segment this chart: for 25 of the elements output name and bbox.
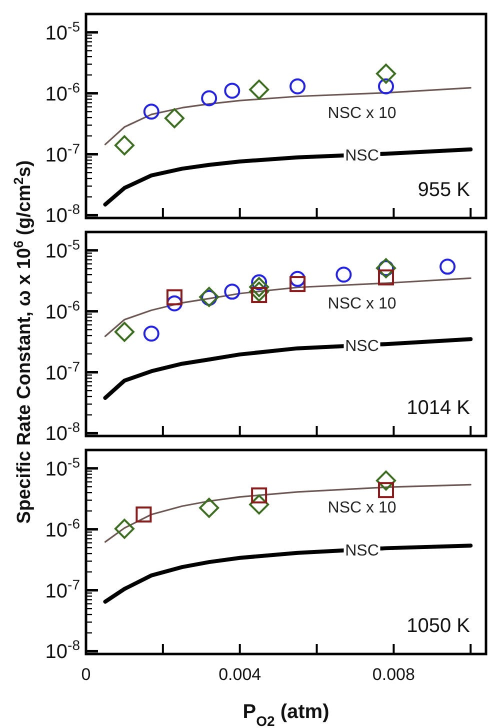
y-tick-label: 10$^{-6}$ bbox=[45, 297, 80, 324]
annotation: 1014 K bbox=[406, 397, 471, 419]
annotation: 1050 K bbox=[406, 615, 471, 637]
y-tick-label: 10$^{-6}$ bbox=[45, 79, 80, 106]
series-label: NSC bbox=[345, 148, 379, 165]
y-tick-label: 10$^{-7}$ bbox=[45, 576, 80, 602]
series-label: NSC bbox=[345, 542, 379, 560]
series-label: NSC bbox=[345, 338, 379, 356]
y-tick-label: 10$^{-8}$ bbox=[45, 419, 80, 446]
series-label: NSC x 10 bbox=[328, 500, 396, 517]
series-label: NSC x 10 bbox=[328, 104, 396, 122]
x-tick-label: 0.008 bbox=[372, 665, 415, 684]
y-tick-label: 10$^{-5}$ bbox=[45, 454, 80, 480]
y-tick-label: 10$^{-8}$ bbox=[45, 201, 80, 228]
x-tick-label: 0 bbox=[81, 665, 91, 684]
y-tick-label: 10$^{-8}$ bbox=[45, 637, 80, 664]
x-axis-title: P$_{O2}$ (atm) bbox=[242, 701, 330, 728]
y-tick-label: 10$^{-7}$ bbox=[45, 140, 80, 166]
annotation: 955 K bbox=[418, 179, 471, 201]
x-tick-label: 0.004 bbox=[218, 665, 262, 684]
series-label: NSC x 10 bbox=[328, 295, 396, 312]
y-tick-label: 10$^{-6}$ bbox=[45, 515, 80, 542]
y-tick-label: 10$^{-5}$ bbox=[45, 18, 80, 44]
y-tick-label: 10$^{-7}$ bbox=[45, 358, 80, 384]
y-tick-label: 10$^{-5}$ bbox=[45, 236, 80, 262]
